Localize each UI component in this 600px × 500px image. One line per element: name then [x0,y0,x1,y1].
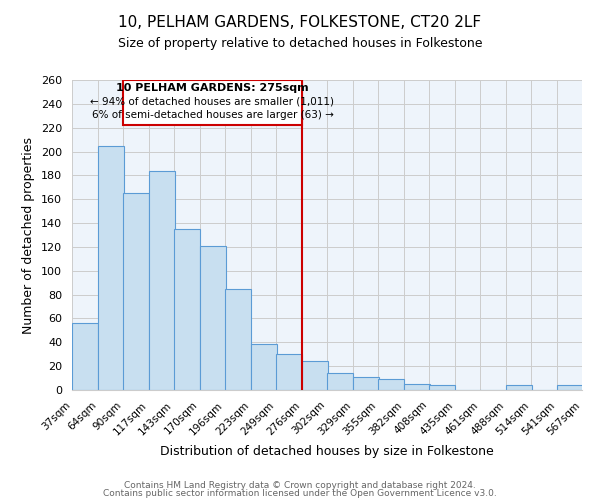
Bar [149,170,175,390]
Bar [378,380,404,390]
Bar [123,80,302,126]
Bar [98,146,124,390]
X-axis label: Distribution of detached houses by size in Folkestone: Distribution of detached houses by size … [160,445,494,458]
Bar [302,362,328,390]
Bar [276,354,302,390]
Text: 10, PELHAM GARDENS, FOLKESTONE, CT20 2LF: 10, PELHAM GARDENS, FOLKESTONE, CT20 2LF [118,15,482,30]
Bar [225,288,251,390]
Bar [404,384,430,390]
Text: 10 PELHAM GARDENS: 275sqm: 10 PELHAM GARDENS: 275sqm [116,83,309,93]
Text: Contains public sector information licensed under the Open Government Licence v3: Contains public sector information licen… [103,489,497,498]
Bar [200,246,226,390]
Bar [353,377,379,390]
Text: Contains HM Land Registry data © Crown copyright and database right 2024.: Contains HM Land Registry data © Crown c… [124,480,476,490]
Bar [174,229,200,390]
Bar [72,323,98,390]
Bar [123,194,149,390]
Bar [506,385,532,390]
Text: Size of property relative to detached houses in Folkestone: Size of property relative to detached ho… [118,38,482,51]
Bar [327,374,353,390]
Bar [251,344,277,390]
Bar [557,385,583,390]
Text: 6% of semi-detached houses are larger (63) →: 6% of semi-detached houses are larger (6… [92,110,334,120]
Bar [429,385,455,390]
Text: ← 94% of detached houses are smaller (1,011): ← 94% of detached houses are smaller (1,… [91,96,334,106]
Y-axis label: Number of detached properties: Number of detached properties [22,136,35,334]
